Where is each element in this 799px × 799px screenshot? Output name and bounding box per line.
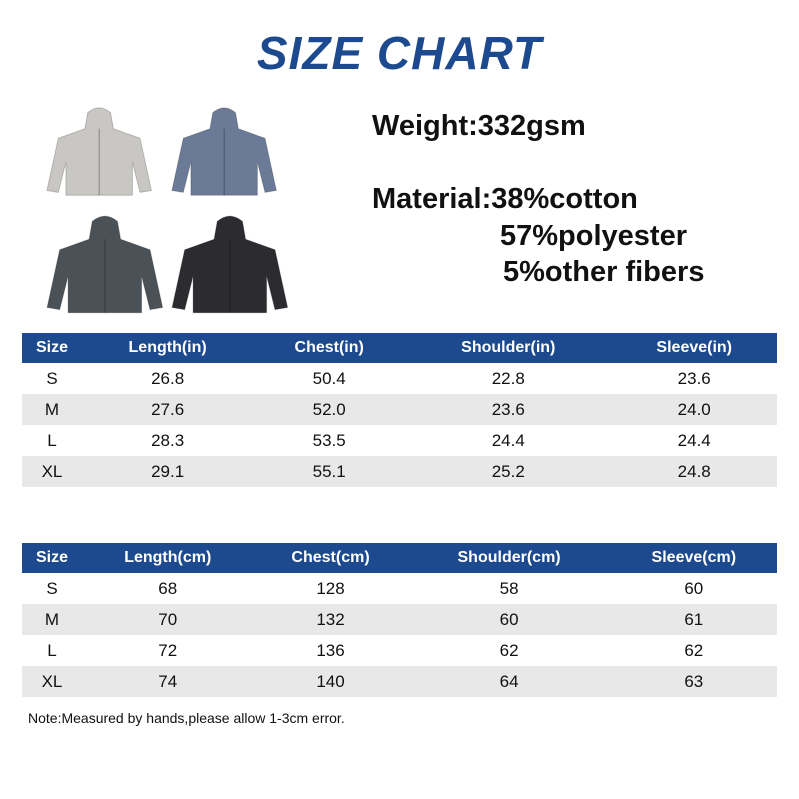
table-cell: 64 bbox=[407, 666, 611, 697]
table-cell: 140 bbox=[253, 666, 408, 697]
hoodie-images bbox=[46, 107, 289, 314]
table-cell: 22.8 bbox=[491, 368, 525, 388]
table-row: L 28.3 53.5 24.4 24.4 bbox=[22, 425, 777, 456]
hoodie-image bbox=[171, 107, 277, 196]
table-row: M 27.6 52.0 23.6 24.0 bbox=[22, 394, 777, 425]
table-row: XL 29.1 55.1 25.2 24.8 bbox=[22, 456, 777, 487]
size-table-cm: Size Length(cm) Chest(cm) Shoulder(cm) S… bbox=[22, 543, 777, 697]
table-cell: 28.3 bbox=[151, 430, 185, 450]
table-cell: 62 bbox=[684, 640, 704, 660]
table-cell: 62 bbox=[499, 640, 519, 660]
table-cell: 136 bbox=[316, 640, 345, 660]
header-length: Length(in) bbox=[82, 333, 254, 363]
table-cell: 24.8 bbox=[611, 456, 777, 487]
table-cell: 52.0 bbox=[253, 394, 406, 425]
header-sleeve: Sleeve(cm) bbox=[610, 543, 777, 573]
table-cell: 27.6 bbox=[82, 394, 254, 425]
hoodie-image bbox=[46, 107, 152, 196]
table-cell: 68 bbox=[158, 578, 178, 598]
table-cell: 24.0 bbox=[611, 394, 777, 425]
table-cell: M bbox=[22, 394, 82, 425]
weight-text: Weight:332gsm bbox=[372, 110, 586, 142]
table-cell: S bbox=[46, 578, 58, 598]
header-shoulder: Shoulder(in) bbox=[405, 333, 612, 363]
table-cell: 58 bbox=[499, 578, 519, 598]
table-row: M 70 132 60 61 bbox=[22, 604, 777, 635]
table-cell: 29.1 bbox=[82, 456, 254, 487]
table-cell: XL bbox=[22, 666, 82, 697]
hoodie-image bbox=[46, 215, 164, 314]
table-cell: M bbox=[22, 604, 82, 635]
table-cell: 55.1 bbox=[253, 456, 406, 487]
table-cell: XL bbox=[22, 456, 82, 487]
table-cell: 23.6 bbox=[677, 368, 711, 388]
measurement-note: Note:Measured by hands,please allow 1-3c… bbox=[28, 710, 345, 726]
table-cell: L bbox=[47, 430, 57, 450]
table-cell: 24.4 bbox=[677, 430, 711, 450]
table-cell: S bbox=[46, 368, 58, 388]
header-chest: Chest(cm) bbox=[253, 543, 408, 573]
size-table-inches: Size Length(in) Chest(in) Shoulder(in) S… bbox=[22, 333, 777, 487]
hoodie-image bbox=[171, 215, 289, 314]
table-cell: 60 bbox=[407, 604, 611, 635]
table-cell: 23.6 bbox=[405, 394, 612, 425]
table-cell: 53.5 bbox=[312, 430, 346, 450]
header-size: Size bbox=[22, 543, 82, 573]
header-chest: Chest(in) bbox=[253, 333, 406, 363]
table-cell: 132 bbox=[253, 604, 408, 635]
table-row: XL 74 140 64 63 bbox=[22, 666, 777, 697]
table-row: L 72 136 62 62 bbox=[22, 635, 777, 666]
table-cell: L bbox=[47, 640, 57, 660]
table-cell: 50.4 bbox=[312, 368, 346, 388]
header-size: Size bbox=[22, 333, 82, 363]
material-line-1: Material:38%cotton bbox=[372, 183, 638, 215]
table-cell: 60 bbox=[684, 578, 704, 598]
table-cell: 61 bbox=[610, 604, 777, 635]
table-cell: 72 bbox=[158, 640, 178, 660]
material-line-3: 5%other fibers bbox=[503, 256, 705, 288]
table-row: S 68 128 58 60 bbox=[22, 573, 777, 604]
table-cell: 128 bbox=[316, 578, 345, 598]
table-row: S 26.8 50.4 22.8 23.6 bbox=[22, 363, 777, 394]
table-cell: 63 bbox=[610, 666, 777, 697]
table-cell: 25.2 bbox=[405, 456, 612, 487]
header-length: Length(cm) bbox=[82, 543, 254, 573]
header-sleeve: Sleeve(in) bbox=[611, 333, 777, 363]
table-cell: 26.8 bbox=[151, 368, 185, 388]
page-title: SIZE CHART bbox=[256, 27, 543, 79]
material-line-2: 57%polyester bbox=[500, 220, 687, 252]
table-cell: 70 bbox=[82, 604, 254, 635]
table-cell: 74 bbox=[82, 666, 254, 697]
header-shoulder: Shoulder(cm) bbox=[407, 543, 611, 573]
table-cell: 24.4 bbox=[491, 430, 525, 450]
